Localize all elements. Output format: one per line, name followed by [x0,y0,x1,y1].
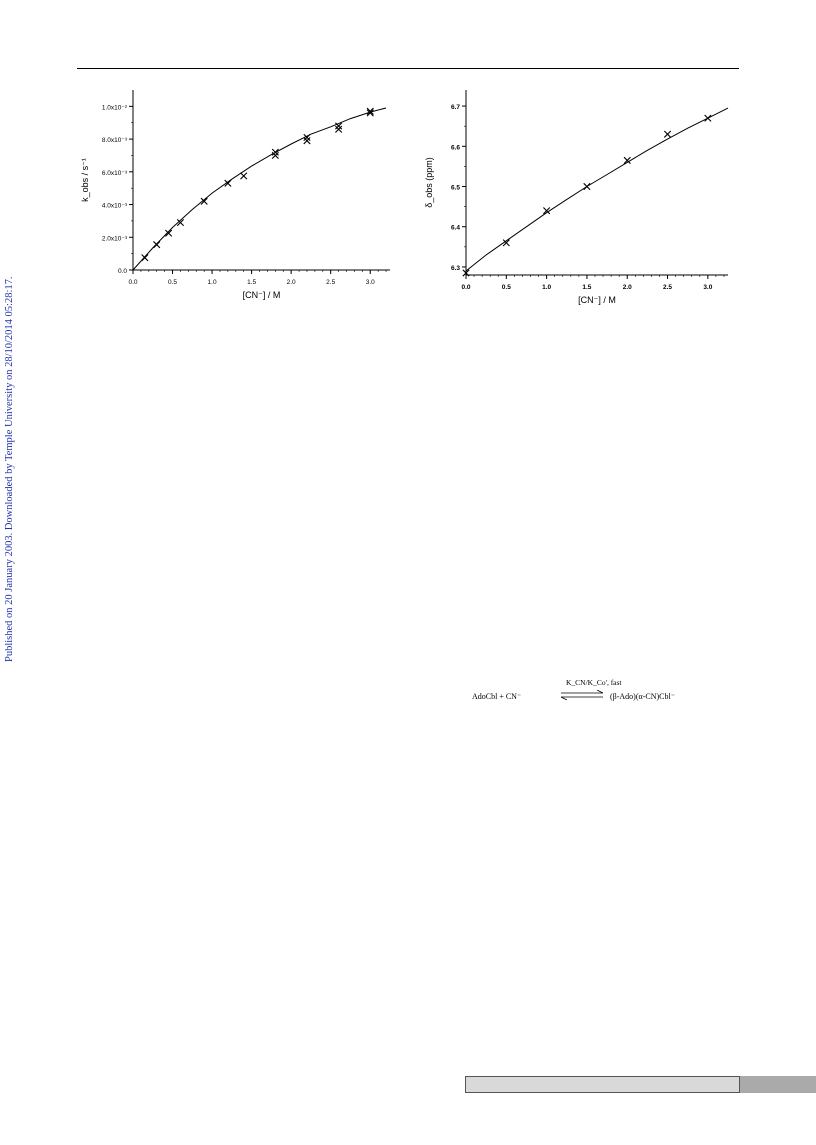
x-tick-label: 2.0 [287,279,296,286]
chart-delta-obs: 0.0 0.5 1.0 1.5 2.0 2.5 3.0 6.3 6.4 6.5 6.6 6.7 [CN⁻… [418,82,738,319]
x-tick-label: 0.5 [168,279,177,286]
fit-curve [132,107,387,271]
fit-curve [465,107,729,272]
data-point [224,179,232,187]
scheme-reactants: AdoCbl + CN⁻ [472,692,522,701]
x-tick-label: 1.5 [247,279,256,286]
data-point [502,239,510,247]
data-point [164,229,173,237]
y-tick-label: 6.7 [451,104,460,111]
reaction-scheme: AdoCbl + CN⁻ K_CN/K_Co', fast (β-Ado)(α-… [470,676,730,706]
y-axis-label: k_obs / s⁻¹ [80,158,90,202]
data-point [623,156,631,164]
data-point [583,182,591,191]
footer-bar [465,1076,816,1093]
data-point [176,218,185,227]
scheme-product: (β-Ado)(α-CN)Cbl⁻ [610,692,675,701]
data-point [366,109,374,117]
x-tick-label: 2.0 [623,284,632,291]
data-point [543,207,551,215]
x-tick-label: 0.0 [128,279,137,286]
data-point [141,254,149,262]
data-point [303,137,311,145]
data-point [663,130,672,138]
data-point [240,172,248,180]
y-tick-label: 0.0 [118,268,127,275]
y-tick-label: 6.5 [451,185,460,192]
y-tick-label: 6.6 [451,144,460,151]
x-tick-label: 3.0 [703,284,712,291]
y-tick-label: 6.4 [451,225,460,232]
x-axis-label: [CN⁻] / M [578,295,616,305]
data-point [366,107,374,115]
footer-bar-dark [740,1076,816,1093]
x-tick-label: 1.0 [208,279,217,286]
data-point [335,125,343,133]
y-tick-label: 4.0x10⁻³ [102,203,128,210]
x-tick-label: 1.0 [542,284,551,291]
data-point [462,269,470,277]
x-tick-label: 0.5 [502,284,511,291]
x-tick-label: 0.0 [461,284,470,291]
data-point [271,148,279,156]
top-rule [77,68,739,69]
data-point [200,197,208,205]
equilibrium-arrows-icon [560,690,604,700]
data-point [704,114,712,122]
data-point [153,241,161,249]
y-tick-label: 6.0x10⁻³ [102,170,128,177]
y-tick-label: 6.3 [451,265,460,272]
y-tick-label: 2.0x10⁻³ [102,235,128,242]
x-tick-label: 3.0 [366,279,375,286]
x-axis-label: [CN⁻] / M [243,290,281,300]
x-tick-label: 1.5 [582,284,591,291]
y-axis-label: δ_obs (ppm) [424,157,434,208]
data-point [335,122,343,130]
data-point [303,133,311,142]
download-notice[interactable]: Published on 20 January 2003. Downloaded… [4,276,15,663]
data-point [271,151,279,160]
chart-kobs: 0.0 0.5 1.0 1.5 2.0 2.5 3.0 0.0 2.0x10⁻³ 4.0x10⁻³… [76,82,396,312]
chart-delta-obs-svg: 0.0 0.5 1.0 1.5 2.0 2.5 3.0 6.3 6.4 6.5 6.6 6.7 [CN⁻… [424,90,729,305]
y-tick-label: 1.0x10⁻² [102,104,128,111]
x-tick-label: 2.5 [326,279,335,286]
footer-bar-light [465,1076,740,1093]
chart-kobs-svg: 0.0 0.5 1.0 1.5 2.0 2.5 3.0 0.0 2.0x10⁻³ 4.0x10⁻³… [80,90,390,300]
y-tick-label: 8.0x10⁻³ [102,137,128,144]
scheme-condition: K_CN/K_Co', fast [566,678,622,687]
x-tick-label: 2.5 [663,284,672,291]
